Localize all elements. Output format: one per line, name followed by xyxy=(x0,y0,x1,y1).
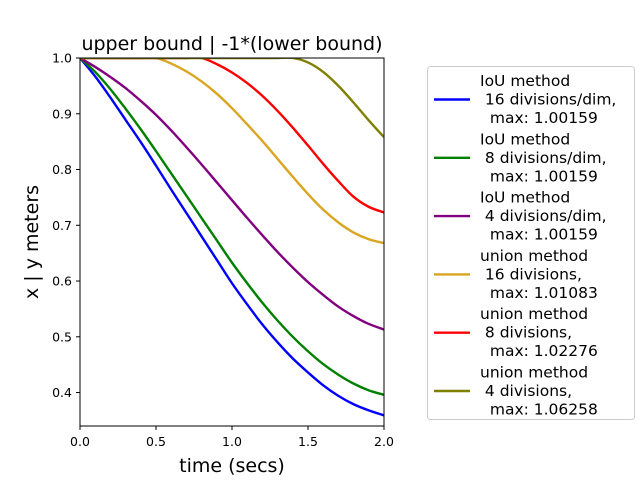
legend-label-line: max: 1.02276 xyxy=(480,342,598,360)
legend-label-line: 8 divisions/dim, xyxy=(480,149,607,167)
y-axis-title: x | y meters xyxy=(21,185,43,299)
y-tick-label: 0.6 xyxy=(52,274,72,289)
legend-label-line: max: 1.00159 xyxy=(480,109,598,127)
legend-label-2: IoU method 4 divisions/dim, max: 1.00159 xyxy=(480,189,607,244)
legend-label-line: IoU method xyxy=(480,72,570,90)
legend-label-line: IoU method xyxy=(480,130,570,148)
axes: 0.0 0.5 1.0 1.5 2.0 0.4 0.5 0.6 0.7 0.8 0.9 1.0 xyxy=(52,51,394,450)
series-line-5 xyxy=(80,58,384,138)
series-line-0 xyxy=(80,58,384,417)
legend-label-1: IoU method 8 divisions/dim, max: 1.00159 xyxy=(480,130,607,185)
y-tick-label: 0.4 xyxy=(52,385,72,400)
x-tick-label: 1.0 xyxy=(222,434,242,449)
x-tick-label: 2.0 xyxy=(374,434,394,449)
x-axis-title: time (secs) xyxy=(179,455,285,477)
chart-title: upper bound | -1*(lower bound) xyxy=(81,33,382,55)
legend-label-0: IoU method 16 divisions/dim, max: 1.0015… xyxy=(480,72,616,127)
legend: IoU method 16 divisions/dim, max: 1.0015… xyxy=(427,66,635,420)
y-tick-label: 0.9 xyxy=(52,106,72,121)
series-line-2 xyxy=(80,58,384,331)
legend-label-5: union method 4 divisions, max: 1.06258 xyxy=(480,364,598,419)
x-tick-label: 1.5 xyxy=(298,434,318,449)
legend-label-line: 8 divisions, xyxy=(480,324,572,342)
legend-label-4: union method 8 divisions, max: 1.02276 xyxy=(480,305,598,360)
legend-label-line: union method xyxy=(480,364,588,382)
plot-lines xyxy=(80,58,384,417)
legend-label-line: 4 divisions, xyxy=(480,382,572,400)
legend-label-line: max: 1.06258 xyxy=(480,401,598,419)
legend-label-line: max: 1.00159 xyxy=(480,167,598,185)
legend-label-line: 16 divisions/dim, xyxy=(480,91,616,109)
legend-label-line: 16 divisions, xyxy=(480,265,582,283)
y-tick-label: 1.0 xyxy=(52,51,72,66)
series-line-4 xyxy=(80,58,384,214)
y-tick-label: 0.7 xyxy=(52,218,72,233)
legend-label-line: max: 1.00159 xyxy=(480,226,598,244)
legend-label-line: union method xyxy=(480,247,588,265)
y-tick-label: 0.8 xyxy=(52,162,72,177)
y-tick-label: 0.5 xyxy=(52,329,72,344)
legend-label-3: union method 16 divisions, max: 1.01083 xyxy=(480,247,598,302)
x-tick-label: 0.0 xyxy=(70,434,90,449)
series-line-1 xyxy=(80,58,384,396)
legend-label-line: union method xyxy=(480,305,588,323)
legend-label-line: max: 1.01083 xyxy=(480,284,598,302)
x-tick-label: 0.5 xyxy=(146,434,166,449)
series-line-3 xyxy=(80,58,384,245)
legend-label-line: 4 divisions/dim, xyxy=(480,207,607,225)
legend-frame xyxy=(427,66,635,420)
legend-label-line: IoU method xyxy=(480,189,570,207)
